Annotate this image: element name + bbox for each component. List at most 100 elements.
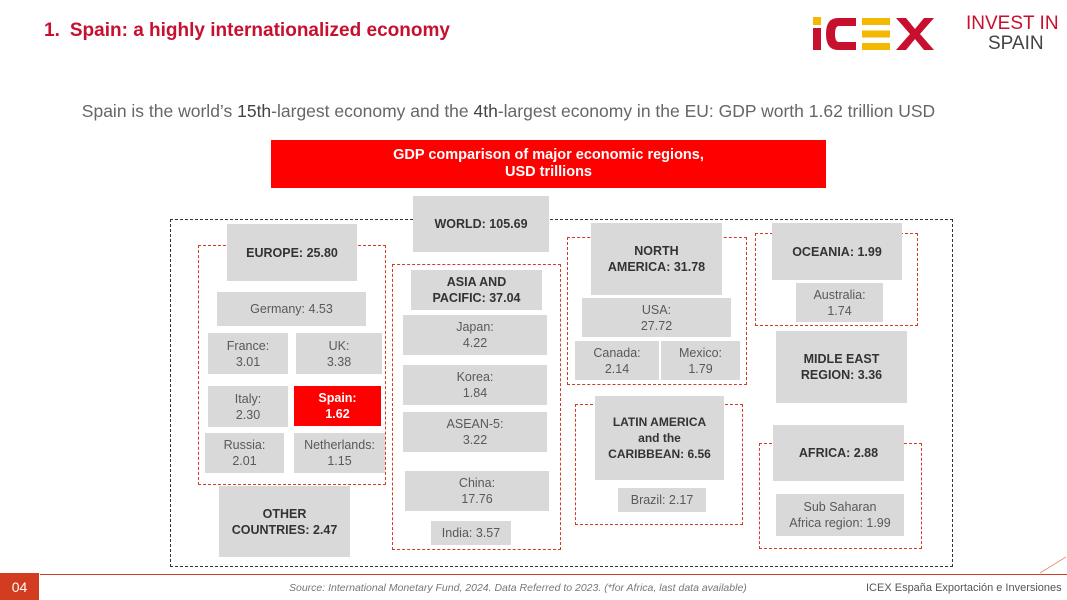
banner-line1: GDP comparison of major economic regions… <box>393 147 704 163</box>
latam-line3: CARIBBEAN: 6.56 <box>608 447 711 461</box>
country-name: Netherlands: <box>304 438 375 452</box>
country-value: 3.01 <box>235 354 261 369</box>
brazil-label: Brazil: 2.17 <box>630 493 694 507</box>
logo-i <box>813 28 821 50</box>
chart-banner: GDP comparison of major economic regions… <box>271 140 826 188</box>
uk-box: UK: 3.38 <box>296 333 382 374</box>
logo-e-mid <box>862 30 890 38</box>
world-label: WORLD: 105.69 <box>434 217 528 231</box>
rank-world: 15th <box>237 101 272 121</box>
icex-logo <box>813 17 934 50</box>
country-name: Canada: <box>593 345 641 360</box>
page-number-text: 04 <box>11 578 28 595</box>
other-line1: OTHER <box>262 506 307 521</box>
logo-dot <box>813 17 821 25</box>
europe-label: EUROPE: 25.80 <box>246 245 338 260</box>
country-name: France: <box>226 338 270 353</box>
usa-box: USA: 27.72 <box>582 298 731 337</box>
accent-line <box>1039 556 1067 574</box>
india-label: India: 3.57 <box>441 526 501 540</box>
country-value: 17.76 <box>461 492 493 506</box>
asia-line1: ASIA AND <box>446 275 507 289</box>
logo-e-top <box>862 18 890 25</box>
logo-c <box>826 18 856 50</box>
other-countries-box: OTHER COUNTRIES: 2.47 <box>219 486 350 557</box>
europe-header: EUROPE: 25.80 <box>227 224 357 281</box>
rank-eu: 4th <box>473 101 498 121</box>
world-frame <box>170 219 953 567</box>
subtitle: Spain is the world’s 15th-largest econom… <box>0 101 1017 122</box>
country-name: UK: <box>328 338 350 353</box>
country-value: 2.14 <box>604 361 630 376</box>
country-value: 1.84 <box>462 386 488 400</box>
organization-name: ICEX España Exportación e Inversiones <box>866 582 1062 594</box>
country-name: Italy: <box>234 391 262 406</box>
country-value: 1.79 <box>688 361 713 376</box>
country-value: 2.30 <box>235 407 261 422</box>
africa-label: AFRICA: 2.88 <box>798 446 879 460</box>
subsaharan-box: Sub Saharan Africa region: 1.99 <box>776 494 904 536</box>
other-line2: COUNTRIES: 2.47 <box>231 522 338 537</box>
country-name: Korea: <box>456 370 494 384</box>
invest-line1: INVEST IN <box>966 13 1059 34</box>
country-value: 1.74 <box>827 303 852 318</box>
france-box: France: 3.01 <box>208 333 288 374</box>
page-number: 04 <box>0 573 39 600</box>
canada-box: Canada: 2.14 <box>575 341 659 380</box>
africa-header: AFRICA: 2.88 <box>773 425 904 481</box>
footer-rule <box>40 574 1067 575</box>
page-title: 1. Spain: a highly internationalized econ… <box>44 20 450 42</box>
india-box: India: 3.57 <box>431 521 511 545</box>
oceania-label: OCEANIA: 1.99 <box>792 244 882 259</box>
middle-east-box: MIDLE EAST REGION: 3.36 <box>776 331 907 403</box>
asia-frame <box>392 264 561 550</box>
invest-in-spain-logo: INVEST IN SPAIN <box>966 14 1059 54</box>
brazil-box: Brazil: 2.17 <box>618 488 706 512</box>
country-value: 1.62 <box>325 407 350 421</box>
country-value: 1.15 <box>327 454 352 468</box>
country-name: Russia: <box>223 438 266 452</box>
russia-box: Russia: 2.01 <box>205 433 284 473</box>
na-line1: NORTH <box>634 244 679 258</box>
asia-header: ASIA AND PACIFIC: 37.04 <box>411 270 542 310</box>
north-america-header: NORTH AMERICA: 31.78 <box>591 223 722 295</box>
country-value: 2.01 <box>232 454 257 468</box>
subtitle-part: Spain is the world’s <box>81 101 238 121</box>
me-line2: REGION: 3.36 <box>800 368 883 382</box>
logo-x <box>896 18 934 50</box>
latam-line1: LATIN AMERICA <box>612 415 707 429</box>
netherlands-box: Netherlands: 1.15 <box>294 433 385 473</box>
na-line2: AMERICA: 31.78 <box>607 260 706 274</box>
country-name: ASEAN-5: <box>446 417 504 431</box>
country-name: Australia: <box>813 287 866 302</box>
country-name: Japan: <box>456 320 494 334</box>
ssa-line2: Africa region: 1.99 <box>789 516 891 530</box>
source-note: Source: International Monetary Fund, 202… <box>289 582 747 594</box>
latam-line2: and the <box>638 431 681 445</box>
country-name: USA: <box>641 302 672 317</box>
china-box: China: 17.76 <box>405 471 549 511</box>
australia-box: Australia: 1.74 <box>796 283 883 322</box>
logo-e-bot <box>862 43 890 50</box>
germany-label: Germany: 4.53 <box>250 302 333 316</box>
italy-box: Italy: 2.30 <box>208 386 288 427</box>
corner-accent <box>1039 556 1067 574</box>
latam-header: LATIN AMERICA and the CARIBBEAN: 6.56 <box>595 396 724 480</box>
asia-line2: PACIFIC: 37.04 <box>432 291 521 305</box>
country-value: 3.22 <box>462 433 488 447</box>
asean-box: ASEAN-5: 3.22 <box>403 412 547 452</box>
country-value: 3.38 <box>326 354 352 369</box>
mexico-box: Mexico: 1.79 <box>661 341 740 380</box>
country-value: 27.72 <box>640 318 673 333</box>
country-value: 4.22 <box>462 336 488 350</box>
country-name: China: <box>458 476 496 490</box>
subtitle-part: -largest economy and the <box>271 101 474 121</box>
ssa-line1: Sub Saharan <box>803 500 877 514</box>
title-text: Spain: a highly internationalized econom… <box>69 20 450 41</box>
subtitle-part: -largest economy in the EU: GDP worth 1.… <box>497 101 936 121</box>
japan-box: Japan: 4.22 <box>403 315 547 355</box>
invest-line2: SPAIN <box>988 33 1044 54</box>
korea-box: Korea: 1.84 <box>403 365 547 405</box>
country-name: Mexico: <box>678 345 723 360</box>
germany-box: Germany: 4.53 <box>217 292 366 326</box>
